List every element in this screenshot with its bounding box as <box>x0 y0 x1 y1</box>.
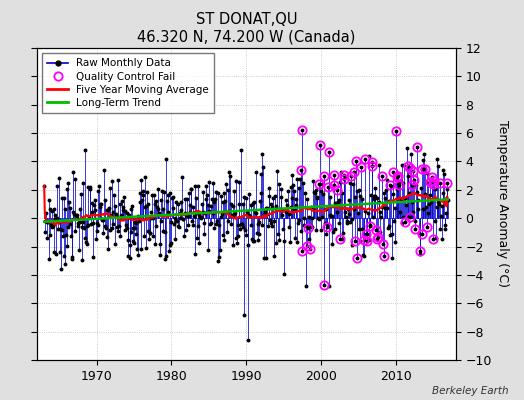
Legend: Raw Monthly Data, Quality Control Fail, Five Year Moving Average, Long-Term Tren: Raw Monthly Data, Quality Control Fail, … <box>42 53 214 113</box>
Text: Berkeley Earth: Berkeley Earth <box>432 386 508 396</box>
Y-axis label: Temperature Anomaly (°C): Temperature Anomaly (°C) <box>496 120 509 288</box>
Title: ST DONAT,QU
46.320 N, 74.200 W (Canada): ST DONAT,QU 46.320 N, 74.200 W (Canada) <box>137 12 355 44</box>
